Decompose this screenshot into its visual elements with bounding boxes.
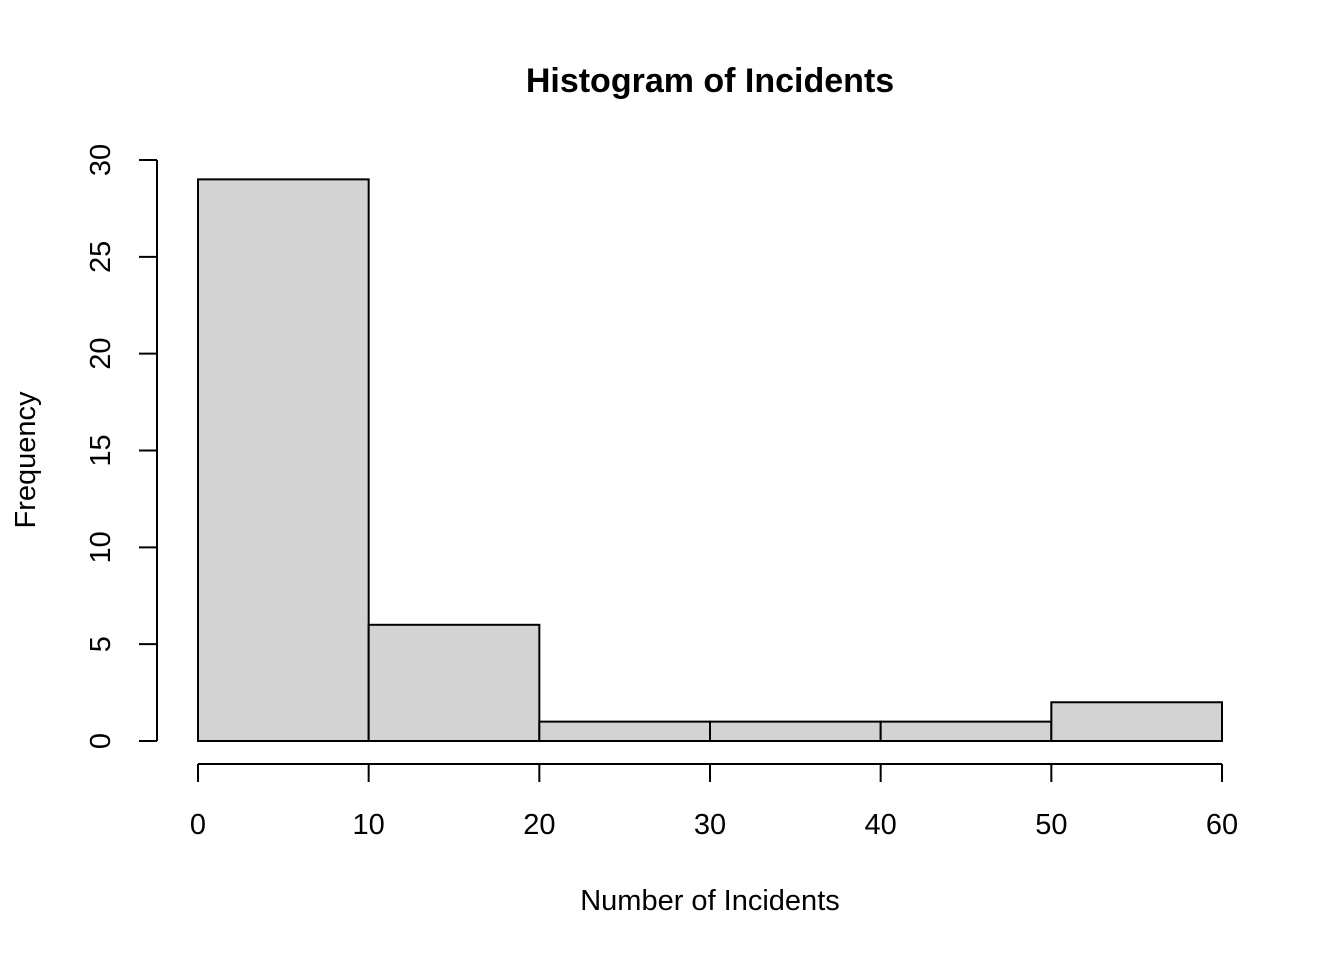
x-tick-label-20: 20 — [523, 809, 555, 841]
y-tick-label-20: 20 — [85, 338, 117, 370]
y-tick-label-5: 5 — [85, 636, 117, 652]
chart-title: Histogram of Incidents — [526, 62, 894, 100]
y-tick-label-0: 0 — [85, 733, 117, 749]
y-axis-label: Frequency — [10, 391, 42, 529]
y-tick-label-30: 30 — [85, 144, 117, 176]
histogram-bar-40-50 — [879, 720, 1053, 743]
histogram-bar-30-40 — [709, 720, 882, 743]
y-tick-label-25: 25 — [85, 241, 117, 273]
x-tick-label-10: 10 — [353, 809, 385, 841]
y-axis: 0 5 10 15 20 25 30 — [85, 144, 158, 749]
y-tick-label-10: 10 — [85, 531, 117, 563]
histogram-bar-50-60 — [1050, 701, 1224, 742]
histogram-bar-0-10 — [197, 178, 370, 743]
x-tick-label-50: 50 — [1035, 809, 1067, 841]
histogram-bar-10-20 — [367, 623, 541, 742]
histogram-bar-20-30 — [538, 720, 711, 743]
x-tick-label-0: 0 — [190, 809, 206, 841]
y-tick-label-15: 15 — [85, 434, 117, 466]
x-axis-label: Number of Incidents — [580, 885, 840, 917]
x-tick-label-40: 40 — [865, 809, 897, 841]
bars-group — [197, 178, 1224, 743]
x-tick-label-30: 30 — [694, 809, 726, 841]
x-tick-label-60: 60 — [1206, 809, 1238, 841]
x-axis: 0 10 20 30 40 50 60 — [190, 763, 1238, 841]
